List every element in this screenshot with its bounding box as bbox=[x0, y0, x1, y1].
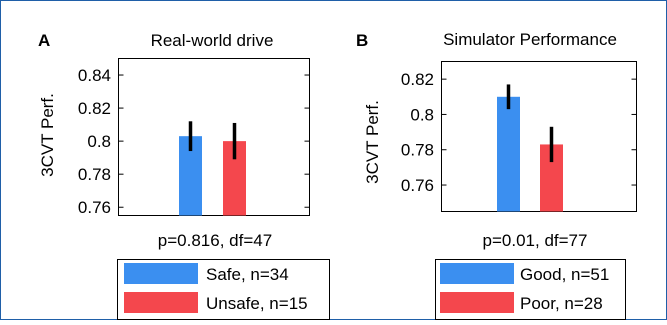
bar-unsafe bbox=[223, 141, 246, 216]
panel-a-letter: A bbox=[38, 31, 50, 50]
panel-b-y-ticks: 0.82 0.8 0.78 0.76 bbox=[401, 70, 637, 195]
legend-label-safe: Safe, n=34 bbox=[206, 265, 289, 284]
panel-a-legend: Safe, n=34 Unsafe, n=15 bbox=[117, 259, 330, 320]
legend-swatch-good bbox=[440, 263, 514, 284]
panel-b: B Simulator Performance 3CVT Perf. 0.820… bbox=[356, 30, 637, 320]
panel-a-stat-text: p=0.816, df=47 bbox=[158, 231, 272, 250]
legend-label-poor: Poor, n=28 bbox=[520, 294, 603, 313]
bar-safe bbox=[179, 136, 202, 216]
panel-a-ylabel: 3CVT Perf. bbox=[38, 93, 57, 177]
legend-swatch-safe bbox=[124, 263, 198, 284]
y-tick-label: 0.8 bbox=[410, 105, 434, 124]
y-tick-label: 0.76 bbox=[401, 176, 434, 195]
y-tick-label: 0.8 bbox=[87, 132, 111, 151]
legend-label-unsafe: Unsafe, n=15 bbox=[206, 294, 308, 313]
y-tick-label: 0.82 bbox=[78, 99, 111, 118]
legend-swatch-poor bbox=[440, 292, 514, 313]
bar-poor bbox=[540, 144, 563, 212]
y-tick-label: 0.82 bbox=[401, 70, 434, 89]
panel-a-axes-box bbox=[118, 58, 310, 216]
panel-b-axes-box bbox=[441, 61, 637, 212]
panel-b-stat-text: p=0.01, df=77 bbox=[483, 231, 588, 250]
panel-b-legend: Good, n=51 Poor, n=28 bbox=[435, 259, 626, 320]
panel-a-title: Real-world drive bbox=[151, 31, 274, 50]
panel-a-bars bbox=[179, 121, 246, 216]
y-tick-label: 0.84 bbox=[78, 66, 111, 85]
y-tick-label: 0.78 bbox=[401, 141, 434, 160]
panel-b-bars bbox=[497, 84, 563, 212]
panel-a: A Real-world drive 3CVT Perf. 0.840.820.… bbox=[38, 31, 330, 320]
panel-b-letter: B bbox=[356, 31, 368, 50]
panel-b-ylabel: 3CVT Perf. bbox=[363, 100, 382, 184]
panel-b-title: Simulator Performance bbox=[443, 30, 617, 49]
bar-good bbox=[497, 96, 520, 212]
panel-a-y-ticks: 0.84 0.82 0.8 0.78 0.76 bbox=[78, 66, 310, 217]
legend-label-good: Good, n=51 bbox=[520, 265, 609, 284]
legend-swatch-unsafe bbox=[124, 292, 198, 313]
y-tick-label: 0.76 bbox=[78, 198, 111, 217]
y-tick-label: 0.78 bbox=[78, 165, 111, 184]
